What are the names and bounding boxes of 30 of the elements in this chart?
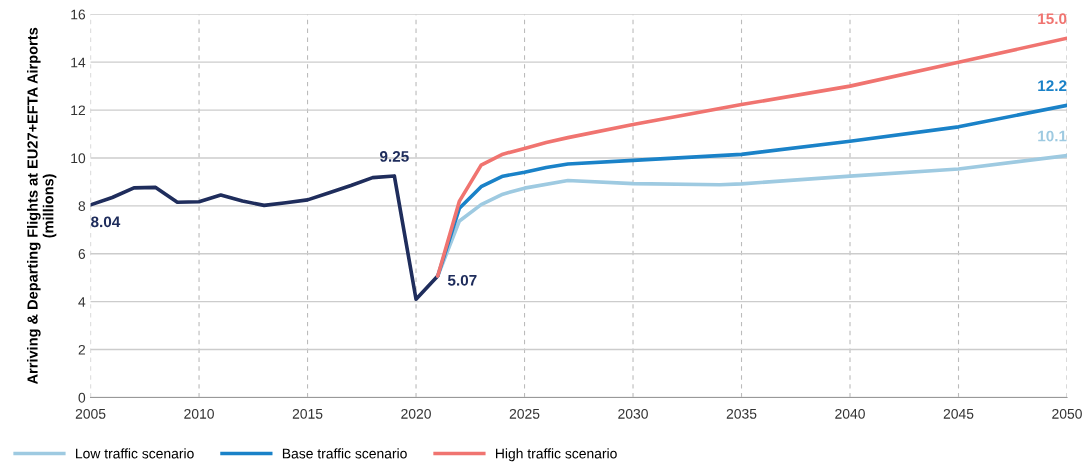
- y-tick-label: 10: [71, 153, 86, 164]
- x-tick-label: 2020: [401, 408, 431, 419]
- x-tick-label: 2030: [618, 408, 648, 419]
- data-label: 10.1: [1038, 130, 1067, 142]
- y-tick-label: 2: [78, 344, 85, 355]
- y-tick-label: 12: [71, 105, 85, 116]
- y-tick-label: 0: [78, 392, 86, 403]
- data-label: 15.0: [1038, 13, 1067, 25]
- data-label: 5.07: [447, 274, 477, 286]
- y-tick-label: 14: [71, 57, 86, 68]
- legend-label: High traffic scenario: [496, 448, 617, 462]
- x-tick-label: 2010: [184, 408, 214, 419]
- x-tick-label: 2050: [1052, 408, 1082, 419]
- x-tick-label: 2005: [75, 408, 106, 419]
- y-tick-label: 16: [71, 9, 86, 20]
- x-tick-label: 2045: [943, 408, 974, 419]
- y-tick-label: 8: [78, 201, 86, 212]
- x-tick-label: 2025: [509, 408, 540, 419]
- x-tick-label: 2035: [726, 408, 757, 419]
- line-series: [90, 174, 440, 302]
- x-tick-label: 2040: [835, 408, 865, 419]
- x-tick-label: 2015: [292, 408, 323, 419]
- y-axis-title: Arriving & Departing Flights at EU27+EFTA Airports (millions): [26, 27, 57, 385]
- data-label: 8.04: [91, 216, 121, 228]
- data-label: 9.25: [380, 150, 409, 162]
- data-label: 12.2: [1038, 80, 1067, 91]
- legend-label: Base traffic scenario: [282, 448, 407, 459]
- legend-label: Low traffic scenario: [76, 448, 194, 459]
- y-tick-label: 6: [78, 249, 86, 259]
- y-tick-label: 4: [78, 297, 86, 307]
